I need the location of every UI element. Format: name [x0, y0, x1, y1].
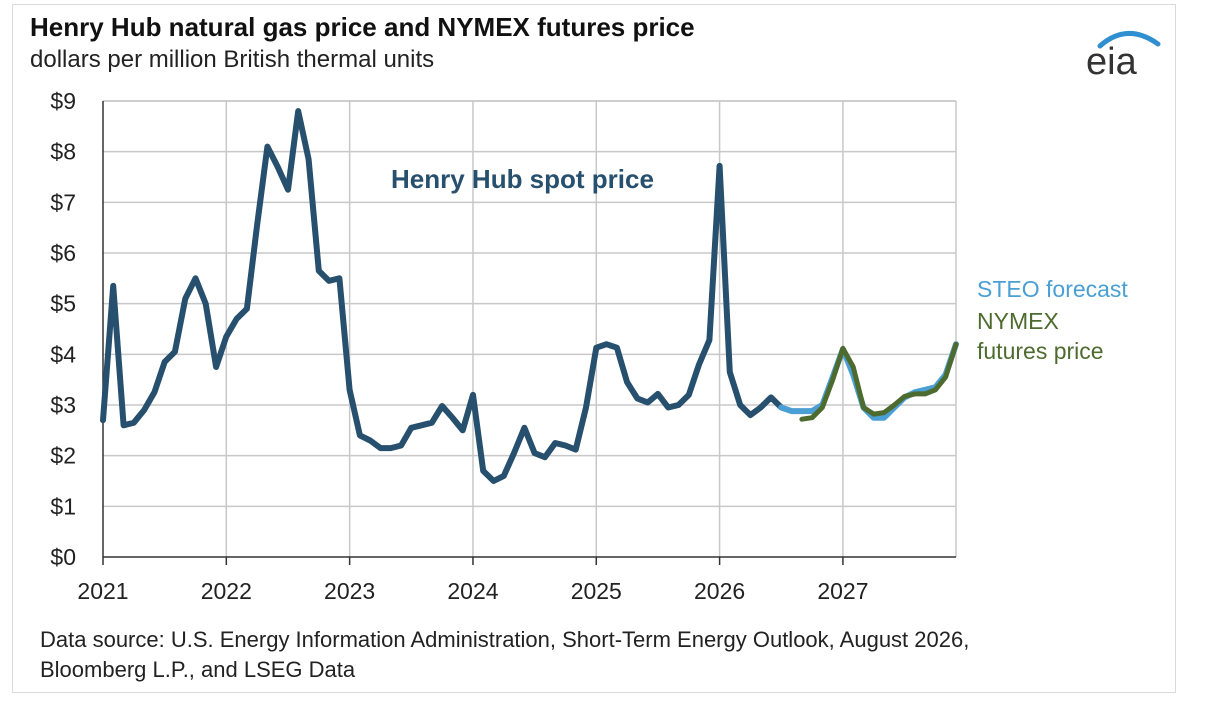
y-tick-label: $9: [50, 88, 76, 114]
grid-lines: [103, 100, 957, 557]
x-tick-label: 2027: [817, 578, 868, 604]
y-tick-label: $5: [50, 291, 76, 317]
x-tick-label: 2025: [571, 578, 622, 604]
y-tick-label: $1: [50, 493, 76, 519]
logo-arc: [1097, 31, 1161, 49]
steo-forecast-line: [778, 341, 959, 421]
y-tick-label: $7: [50, 189, 76, 215]
axes: [102, 101, 956, 565]
spot-price-line: [100, 108, 785, 484]
nymex-futures-line: [799, 341, 959, 422]
y-tick-label: $3: [50, 392, 76, 418]
x-tick-label: 2026: [694, 578, 745, 604]
x-tick-label: 2024: [447, 578, 498, 604]
y-tick-label: $4: [50, 341, 76, 367]
chart-subtitle: dollars per million British thermal unit…: [30, 46, 435, 73]
data-source-note: Data source: U.S. Energy Information Adm…: [40, 625, 969, 685]
y-tick-label: $2: [50, 443, 76, 469]
series-label-nymex-line1: NYMEX: [977, 308, 1059, 334]
series-label-nymex-line2: futures price: [977, 338, 1104, 364]
series-label-nymex: NYMEX futures price: [977, 306, 1104, 366]
chart-title: Henry Hub natural gas price and NYMEX fu…: [30, 12, 695, 42]
x-tick-label: 2021: [77, 578, 128, 604]
source-line-1: Data source: U.S. Energy Information Adm…: [40, 627, 970, 652]
series-label-spot: Henry Hub spot price: [391, 164, 654, 194]
y-tick-label: $6: [50, 240, 76, 266]
y-tick-label: $8: [50, 139, 76, 165]
series-lines: [100, 108, 959, 484]
y-tick-label: $0: [50, 544, 76, 570]
eia-logo: eia: [1086, 31, 1161, 80]
tick-labels: $0 $1 $2 $3 $4 $5 $6 $7 $8 $9 2021 2022 2023 2024 2025…: [50, 88, 868, 604]
x-tick-label: 2022: [201, 578, 252, 604]
x-tick-label: 2023: [324, 578, 375, 604]
series-label-steo: STEO forecast: [977, 276, 1128, 302]
logo-text: eia: [1086, 41, 1138, 80]
source-line-2: Bloomberg L.P., and LSEG Data: [40, 657, 356, 682]
